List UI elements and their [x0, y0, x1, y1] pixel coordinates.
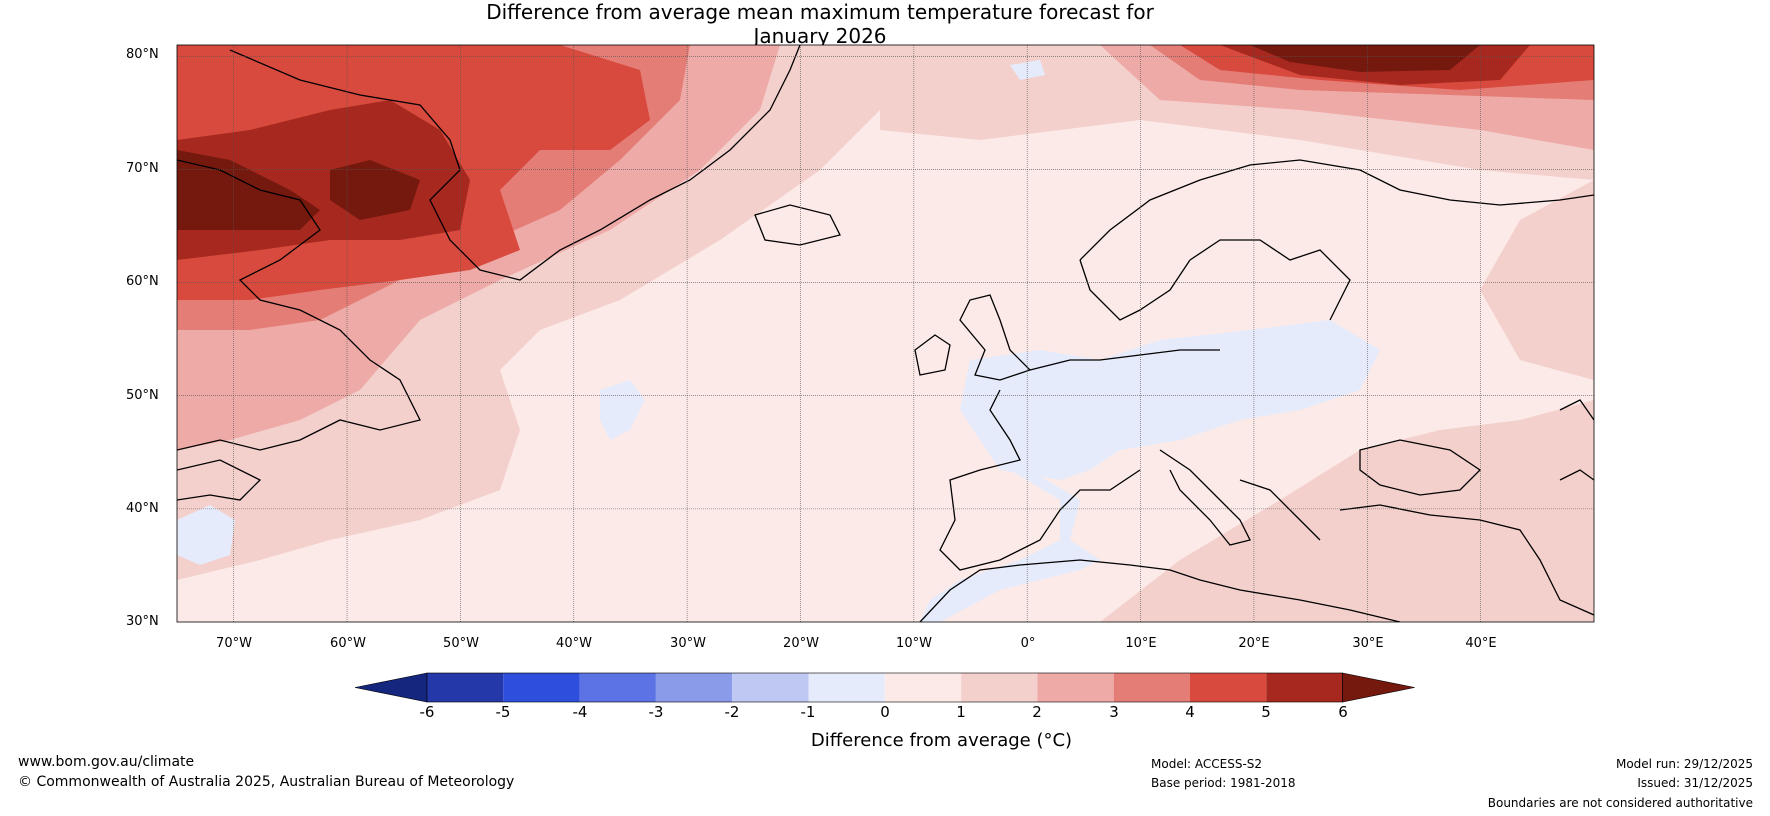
- lat-label-40n: 40°N: [126, 501, 159, 516]
- anomaly-field: [177, 45, 1594, 622]
- lat-label-80n: 80°N: [126, 47, 159, 62]
- anomaly-band-over-6-north: [1250, 45, 1480, 72]
- anomaly-band-over-6-west: [177, 150, 420, 230]
- anomaly-band-minus1-0-atlantic: [600, 380, 645, 440]
- colorbar-tick: 5: [1261, 703, 1271, 721]
- coastline-canada-arctic: [177, 159, 421, 451]
- colorbar-frame: [426, 672, 1343, 703]
- coastline-norway-west: [1079, 259, 1191, 321]
- footer-base-period: Base period: 1981-2018: [1151, 776, 1296, 790]
- footer-issued: Issued: 31/12/2025: [1637, 776, 1753, 790]
- graticule: [177, 45, 1594, 622]
- title-line-1: Difference from average mean maximum tem…: [486, 0, 1154, 24]
- colorbar-label: Difference from average (°C): [810, 730, 1073, 751]
- coastline-west-europe: [1029, 349, 1220, 371]
- colorbar-tick: -4: [572, 703, 588, 721]
- lat-label-60n: 60°N: [126, 274, 159, 289]
- lon-label-30e: 30°E: [1352, 636, 1384, 651]
- anomaly-band-1-2-east: [1480, 180, 1594, 380]
- coastline-sweden-finland: [1189, 239, 1351, 321]
- anomaly-band-minus1-0-southwest: [177, 505, 235, 565]
- colorbar-tick: -2: [724, 703, 740, 721]
- colorbar-segment: [503, 673, 580, 702]
- anomaly-band-minus1-0-europe: [960, 320, 1380, 480]
- lon-label-40e: 40°E: [1465, 636, 1497, 651]
- colorbar-segment: [1266, 673, 1343, 702]
- lat-label-30n: 30°N: [126, 614, 159, 629]
- lon-label-70w: 70°W: [216, 636, 252, 651]
- coastlines: [177, 45, 1594, 622]
- colorbar-segment: [655, 673, 733, 702]
- colorbar-tick: 2: [1032, 703, 1042, 721]
- footer-copyright: © Commonwealth of Australia 2025, Austra…: [18, 774, 515, 790]
- lat-label-70n: 70°N: [126, 161, 159, 176]
- footer-model: Model: ACCESS-S2: [1151, 757, 1263, 771]
- anomaly-band-1-2-southeast: [1100, 400, 1594, 622]
- coastline-iceland: [754, 204, 841, 246]
- colorbar-segment: [579, 673, 656, 702]
- lon-label-20w: 20°W: [783, 636, 819, 651]
- coastline-black-sea: [1359, 439, 1482, 496]
- coastline-britain: [959, 294, 1032, 381]
- anomaly-band-minus1-0-north-atlantic: [1010, 60, 1045, 80]
- footer-website: www.bom.gov.au/climate: [18, 754, 195, 770]
- colorbar-tick: -5: [495, 703, 511, 721]
- colorbar-under-arrow: [354, 672, 428, 703]
- colorbar-segment: [1190, 673, 1267, 702]
- colorbar-tick: -1: [800, 703, 816, 721]
- anomaly-band-minus1-0-iberia: [920, 470, 1100, 622]
- colorbar-segment: [961, 673, 1038, 702]
- coastline-france-iberia: [939, 389, 1141, 571]
- colorbar-tick: -3: [648, 703, 664, 721]
- coastline-caspian: [1559, 399, 1594, 481]
- colorbar-segment: [808, 673, 885, 702]
- colorbar-segment: [427, 673, 504, 702]
- title-line-2: January 2026: [753, 24, 887, 48]
- lon-label-40w: 40°W: [556, 636, 592, 651]
- lon-label-50w: 50°W: [443, 636, 479, 651]
- coastline-labrador: [177, 459, 262, 501]
- colorbar-tick: 4: [1185, 703, 1195, 721]
- colorbar-tick: 3: [1109, 703, 1119, 721]
- colorbar-segment: [1113, 673, 1190, 702]
- lon-label-10e: 10°E: [1125, 636, 1157, 651]
- map-frame: [176, 44, 1595, 623]
- coastline-scandinavia: [1079, 159, 1594, 261]
- footer-model-run: Model run: 29/12/2025: [1615, 757, 1753, 771]
- lon-label-20e: 20°E: [1238, 636, 1270, 651]
- coastline-italy-balkans: [1159, 449, 1321, 546]
- colorbar-tick: 1: [956, 703, 966, 721]
- coastline-turkey-levant: [1339, 504, 1594, 616]
- colorbar-tick: -6: [419, 703, 435, 721]
- coastline-greenland: [229, 45, 801, 281]
- colorbar-over-arrow: [1342, 672, 1415, 703]
- colorbar-tick: 6: [1338, 703, 1348, 721]
- colorbar-segment: [1037, 673, 1114, 702]
- colorbar-segment: [884, 673, 962, 702]
- footer-disclaimer: Boundaries are not considered authoritat…: [1487, 796, 1753, 810]
- coastline-ireland: [914, 334, 951, 376]
- colorbar: [354, 672, 1415, 703]
- lat-label-50n: 50°N: [126, 388, 159, 403]
- lon-label-10w: 10°W: [896, 636, 932, 651]
- lon-label-60w: 60°W: [330, 636, 366, 651]
- lon-label-30w: 30°W: [670, 636, 706, 651]
- coastline-north-africa: [919, 559, 1401, 622]
- lon-label-0: 0°: [1020, 636, 1036, 651]
- colorbar-segment: [732, 673, 809, 702]
- colorbar-tick: 0: [880, 703, 890, 721]
- chart-title: Difference from average mean maximum tem…: [0, 0, 1410, 48]
